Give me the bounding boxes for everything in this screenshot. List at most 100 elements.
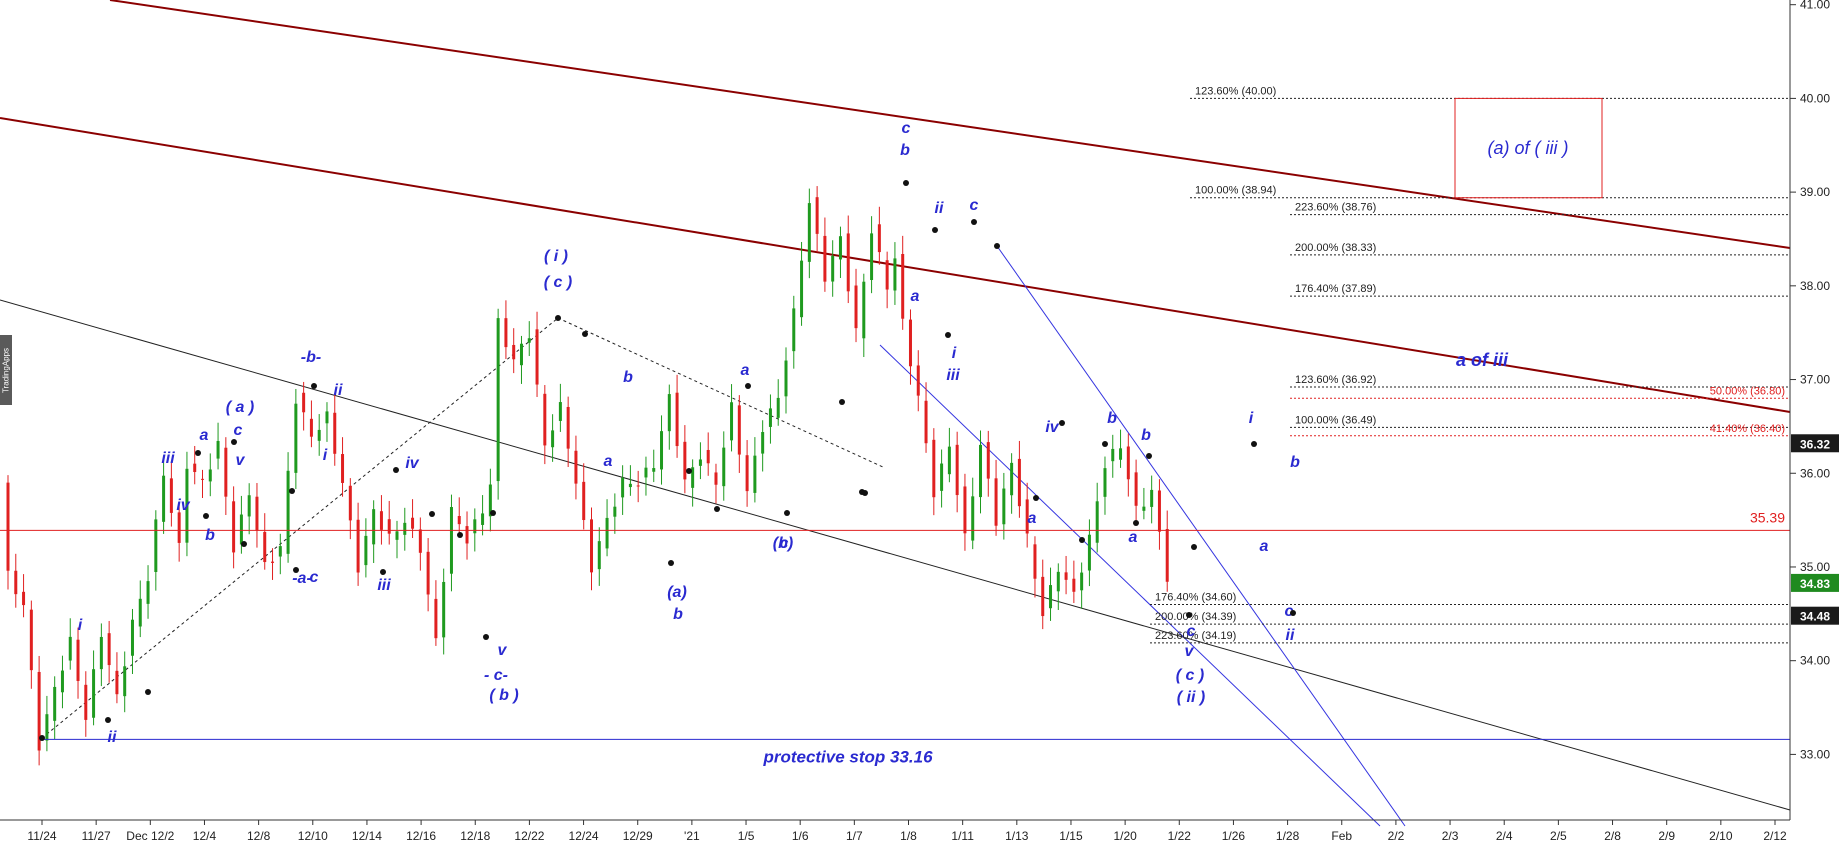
- candle-body: [1041, 576, 1045, 617]
- pivot-dot: [293, 567, 299, 573]
- candle-body: [395, 531, 399, 540]
- fib-level-label: 200.00% (34.39): [1155, 611, 1236, 623]
- candle-body: [815, 197, 819, 234]
- candle-body: [1119, 448, 1123, 460]
- candle-body: [84, 684, 88, 720]
- pivot-dot: [393, 467, 399, 473]
- candle-body: [792, 308, 796, 352]
- candle-body: [115, 670, 119, 695]
- x-tick-label: 2/5: [1550, 829, 1567, 843]
- candle-body: [465, 526, 469, 544]
- candle-body: [986, 442, 990, 479]
- pivot-dot: [1290, 610, 1296, 616]
- pivot-dot: [429, 511, 435, 517]
- wave-label: c: [780, 535, 789, 552]
- pivot-dot: [1251, 441, 1257, 447]
- target-box-label: (a) of ( iii ): [1488, 138, 1569, 158]
- candle-body: [1025, 499, 1029, 534]
- pivot-dot: [945, 332, 951, 338]
- y-tick-label: 41.00: [1800, 0, 1830, 12]
- candle-body: [146, 581, 150, 604]
- wave-label: iv: [176, 497, 190, 514]
- candle-body: [449, 507, 453, 574]
- candle-body: [714, 472, 718, 485]
- candle-body: [14, 570, 18, 595]
- wave-label: b: [623, 369, 633, 386]
- wave-label: iv: [405, 455, 419, 472]
- blue-channel-upper: [996, 245, 1406, 827]
- pivot-dot: [1133, 520, 1139, 526]
- pivot-dot: [490, 510, 496, 516]
- channel-label: a of iii: [1456, 350, 1509, 370]
- level-label: 35.39: [1750, 509, 1785, 525]
- wave-label: b: [205, 527, 215, 544]
- fib-level-label: 41.40% (36.40): [1710, 423, 1785, 435]
- candle-body: [652, 468, 656, 472]
- pivot-dot: [862, 490, 868, 496]
- price-badge: [1791, 434, 1839, 453]
- wave-label: ii: [935, 200, 944, 217]
- candle-body: [76, 639, 80, 681]
- x-tick-label: 12/16: [406, 829, 436, 843]
- wave-label: a: [1260, 538, 1269, 555]
- candle-body: [372, 509, 376, 545]
- candle-body: [169, 478, 173, 513]
- candle-body: [519, 343, 523, 366]
- candle-body: [247, 495, 251, 517]
- wave-label: b: [1141, 427, 1151, 444]
- candle-body: [1080, 572, 1084, 591]
- candle-body: [667, 394, 671, 432]
- candle-body: [1095, 501, 1099, 543]
- candle-body: [768, 408, 772, 427]
- candle-body: [68, 636, 72, 661]
- candle-body: [1126, 446, 1130, 480]
- y-tick-label: 34.00: [1800, 654, 1830, 668]
- fib-level-label: 176.40% (34.60): [1155, 591, 1236, 603]
- candle-body: [636, 485, 640, 487]
- wave-label: a: [1028, 510, 1037, 527]
- price-badge-label: 34.48: [1800, 610, 1830, 624]
- candle-body: [558, 402, 562, 421]
- x-tick-label: 11/24: [27, 829, 56, 843]
- wave-label: iv: [1045, 419, 1059, 436]
- candle-body: [831, 255, 835, 282]
- wave-label: b: [1107, 410, 1117, 427]
- pivot-dot: [745, 383, 751, 389]
- candle-body: [216, 440, 220, 459]
- candle-body: [208, 469, 212, 482]
- pivot-dot: [289, 488, 295, 494]
- candle-body: [434, 598, 438, 639]
- wave-label: i: [78, 617, 83, 634]
- candle-body: [193, 463, 197, 473]
- candle-body: [613, 506, 617, 517]
- candle-body: [512, 344, 516, 360]
- candle-body: [730, 402, 734, 441]
- wave-dotted-line: [557, 317, 886, 469]
- pivot-dot: [1059, 420, 1065, 426]
- wave-label: c: [310, 569, 319, 586]
- fib-level-label: 123.60% (36.92): [1295, 374, 1376, 386]
- candle-body: [92, 669, 96, 718]
- candle-body: [916, 365, 920, 396]
- wave-label: c: [234, 422, 243, 439]
- candle-body: [6, 482, 10, 571]
- candle-body: [411, 517, 415, 529]
- candle-body: [333, 412, 337, 454]
- x-tick-label: 2/12: [1763, 829, 1787, 843]
- channel-upper-line: [109, 0, 1791, 249]
- candle-body: [1064, 572, 1068, 580]
- pivot-dot: [241, 541, 247, 547]
- candle-body: [418, 529, 422, 553]
- pivot-dot: [105, 717, 111, 723]
- pivot-dot: [784, 510, 790, 516]
- candle-body: [239, 514, 243, 545]
- wave-label: ( ii ): [1177, 689, 1205, 706]
- candle-body: [660, 431, 664, 470]
- pivot-dot: [39, 735, 45, 741]
- candle-body: [348, 485, 352, 521]
- candle-body: [628, 483, 632, 488]
- pivot-dot: [839, 399, 845, 405]
- pivot-dot: [231, 439, 237, 445]
- x-tick-label: 2/10: [1709, 829, 1733, 843]
- candle-body: [908, 319, 912, 367]
